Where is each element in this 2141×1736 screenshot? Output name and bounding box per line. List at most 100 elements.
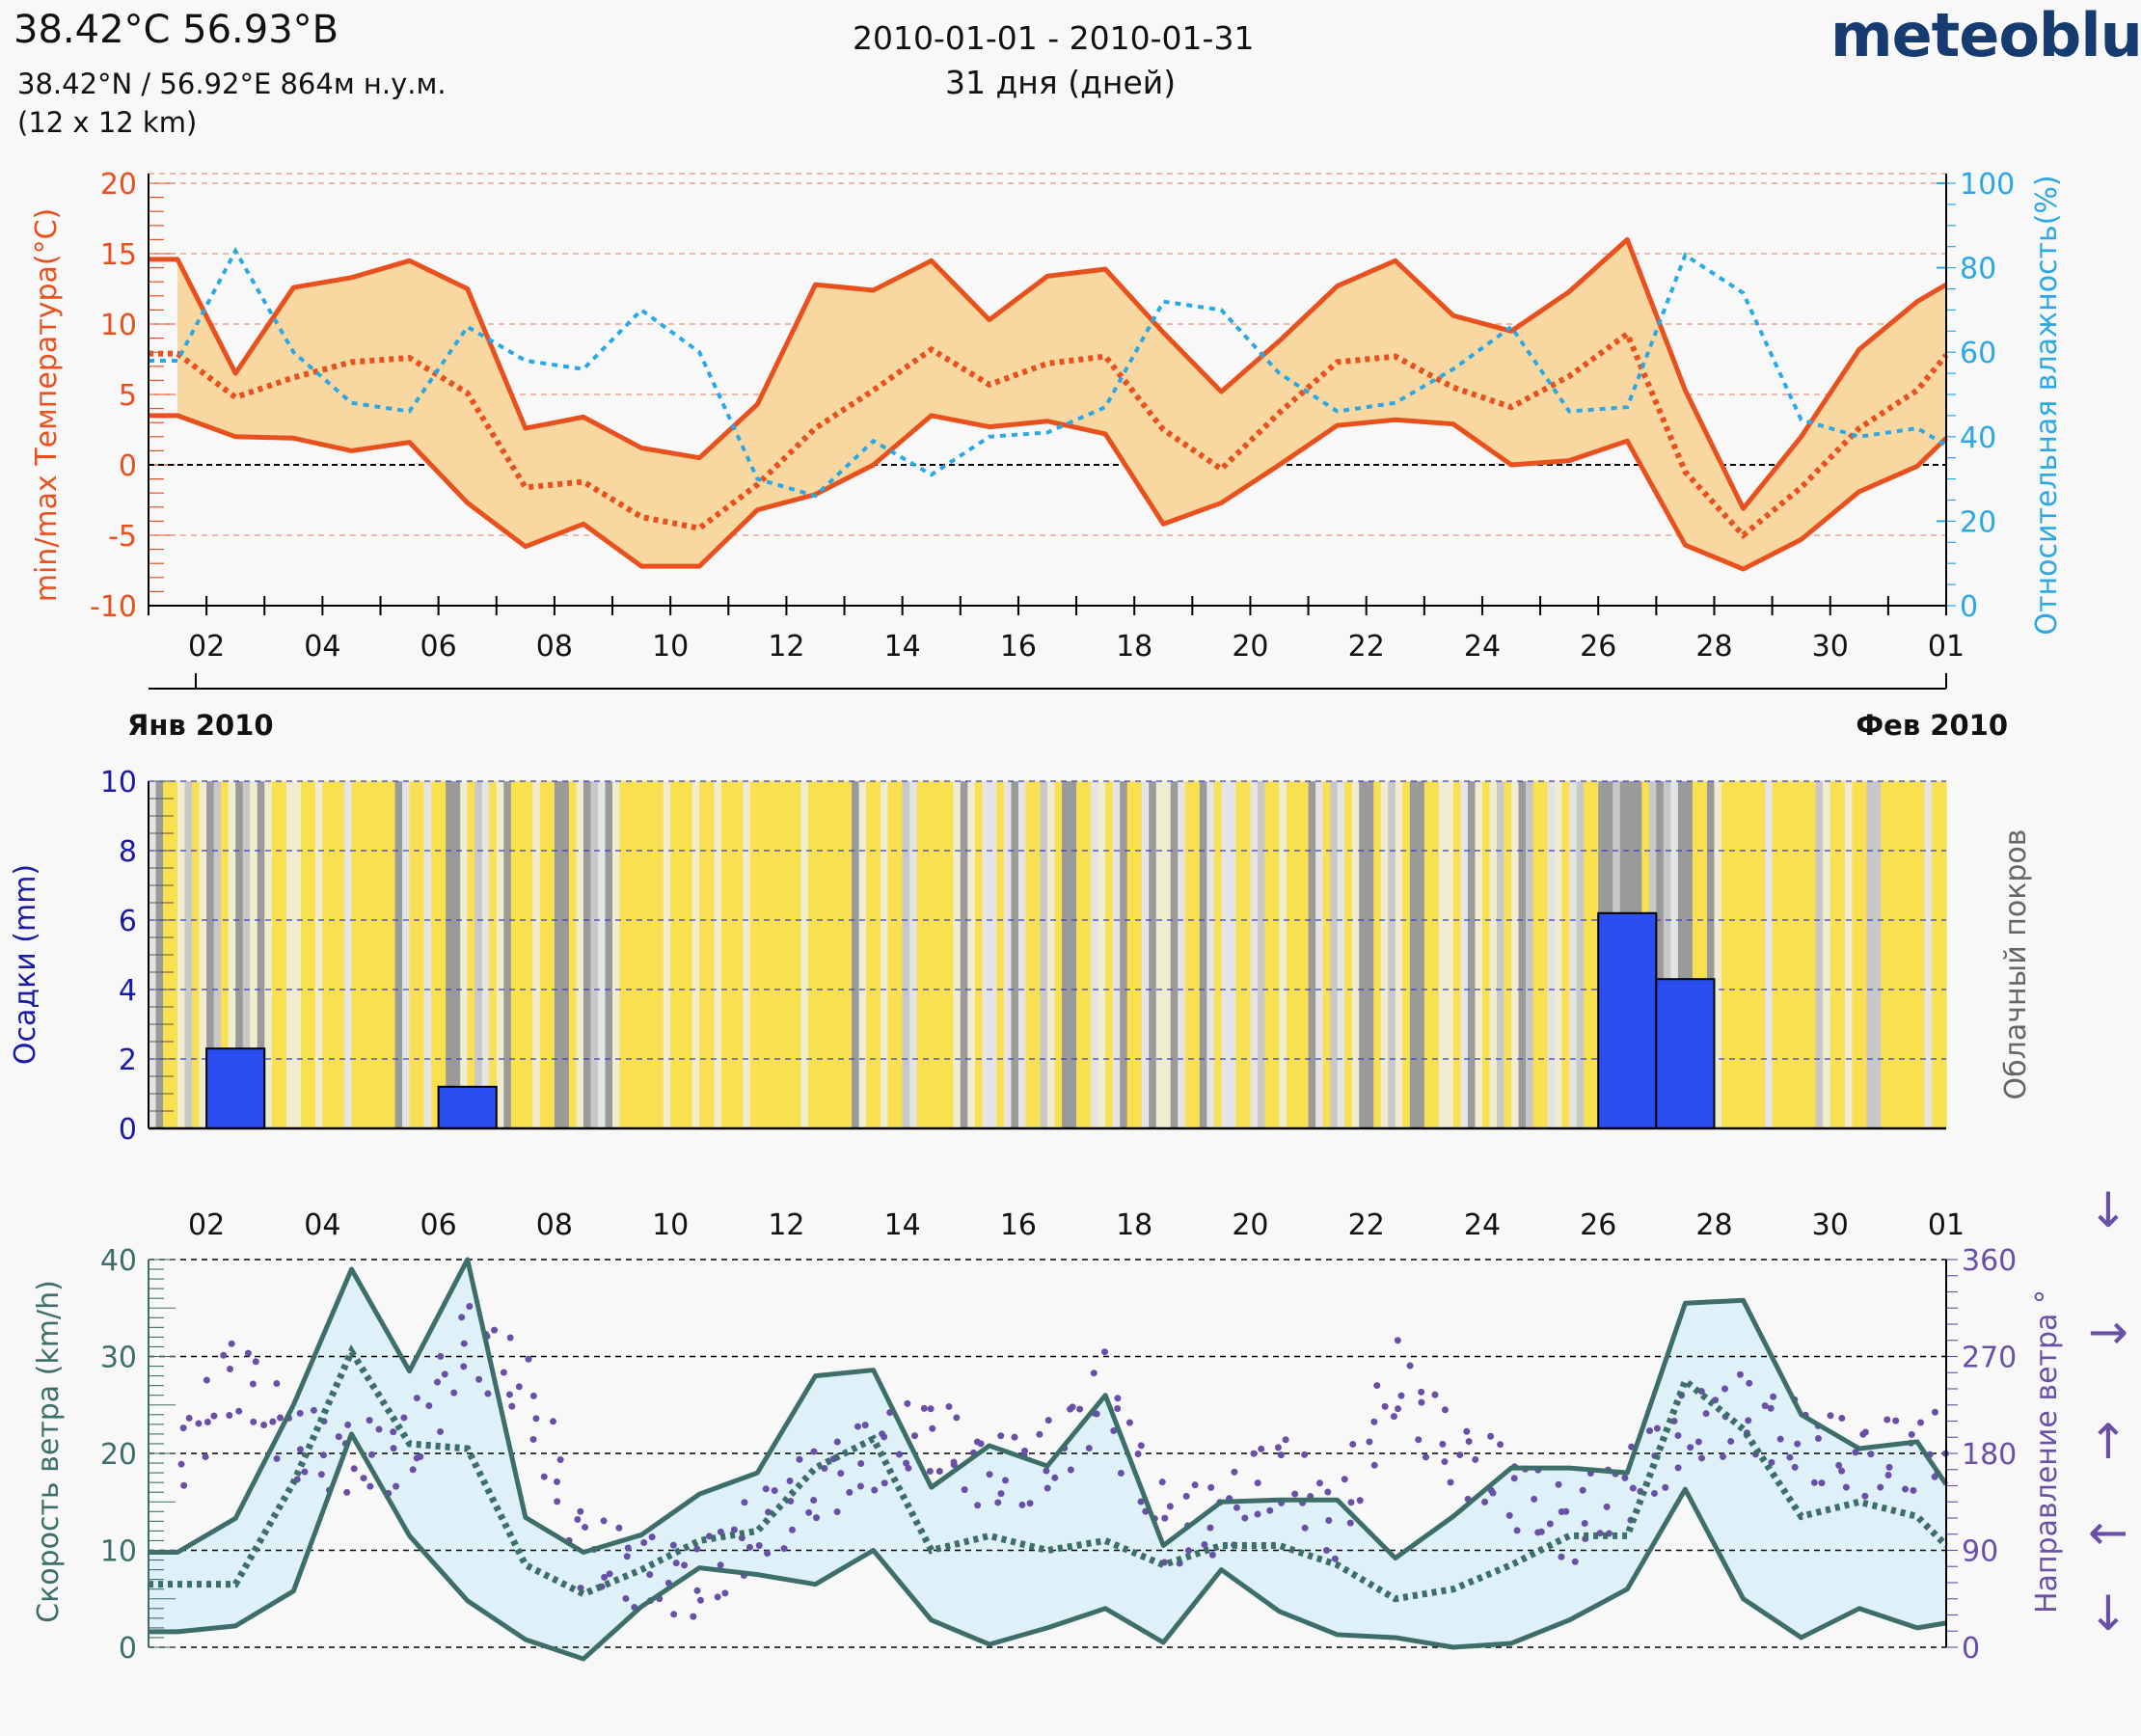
cloud-cover-stripe bbox=[1555, 781, 1563, 1128]
cloud-cover-stripe bbox=[329, 781, 338, 1128]
wind-direction-dot bbox=[350, 1465, 358, 1473]
wind-direction-dot bbox=[693, 1545, 701, 1553]
wind-direction-dot bbox=[1117, 1469, 1125, 1477]
cloud-cover-stripe bbox=[786, 781, 795, 1128]
wind-direction-dot bbox=[1206, 1524, 1214, 1532]
cloud-cover-stripe bbox=[1670, 781, 1679, 1128]
wind-direction-dot bbox=[1917, 1419, 1925, 1426]
wind-direction-dot bbox=[1341, 1476, 1348, 1483]
cloud-cover-stripe bbox=[1706, 781, 1715, 1128]
wind-direction-dot bbox=[1653, 1424, 1661, 1432]
wind-direction-dot bbox=[1208, 1551, 1216, 1559]
wind-direction-dot bbox=[1827, 1412, 1834, 1420]
wind-direction-dot bbox=[622, 1594, 630, 1602]
wind-direction-dot bbox=[1489, 1489, 1497, 1497]
cloud-cover-stripe bbox=[1685, 781, 1694, 1128]
cloud-cover-stripe bbox=[1054, 781, 1063, 1128]
wind-direction-dot bbox=[1191, 1481, 1199, 1489]
wind-direction-dot bbox=[1101, 1348, 1109, 1356]
cloud-cover-stripe bbox=[757, 781, 766, 1128]
wind-direction-dot bbox=[741, 1499, 748, 1506]
wind-direction-dot bbox=[1702, 1410, 1710, 1418]
cloud-cover-stripe bbox=[518, 781, 527, 1128]
cloud-cover-stripe bbox=[1569, 781, 1578, 1128]
wind-x-tick-label: 28 bbox=[1695, 1208, 1732, 1242]
cloud-cover-stripe bbox=[793, 781, 801, 1128]
cloud-cover-stripe bbox=[1772, 781, 1780, 1128]
precip-axis-title: Осадки (mm) bbox=[9, 864, 42, 1065]
wind-x-tick-label: 04 bbox=[304, 1208, 340, 1242]
wind-direction-dot bbox=[1241, 1514, 1249, 1522]
cloud-cover-stripe bbox=[1873, 781, 1882, 1128]
cloud-cover-stripe bbox=[257, 781, 265, 1128]
date-range: 2010-01-01 - 2010-01-31 bbox=[853, 19, 1255, 57]
wind-speed-tick-label: 30 bbox=[100, 1342, 137, 1375]
wind-direction-dot bbox=[1902, 1485, 1910, 1493]
cloud-cover-stripe bbox=[1040, 781, 1048, 1128]
wind-direction-dot bbox=[434, 1378, 442, 1386]
x-tick-label: 01 bbox=[1928, 630, 1965, 664]
cloud-cover-stripe bbox=[634, 781, 642, 1128]
wind-direction-dot bbox=[1301, 1524, 1309, 1532]
wind-direction-dot bbox=[252, 1358, 259, 1366]
wind-direction-dot bbox=[1415, 1436, 1423, 1444]
wind-direction-dot bbox=[1182, 1492, 1190, 1500]
wind-direction-dot bbox=[317, 1471, 325, 1478]
temp-min-line bbox=[149, 413, 1948, 572]
wind-direction-dot bbox=[1258, 1445, 1265, 1452]
cloud-cover-stripe bbox=[1757, 781, 1766, 1128]
wind-direction-dot bbox=[409, 1466, 417, 1474]
cloud-cover-stripe bbox=[1677, 781, 1686, 1128]
wind-direction-dot bbox=[540, 1473, 548, 1480]
cloud-cover-stripe bbox=[670, 781, 679, 1128]
cloud-cover-stripe bbox=[590, 781, 599, 1128]
cloud-cover-stripe bbox=[1069, 781, 1077, 1128]
cloud-cover-stripe bbox=[1467, 781, 1476, 1128]
wind-dir-tick-label: 270 bbox=[1962, 1342, 2017, 1375]
wind-direction-dot bbox=[1441, 1458, 1449, 1466]
wind-direction-dot bbox=[721, 1589, 729, 1597]
wind-direction-dot bbox=[1579, 1486, 1586, 1494]
cloud-cover-stripe bbox=[1112, 781, 1121, 1128]
cloud-cover-stripe bbox=[612, 781, 621, 1128]
wind-direction-dot bbox=[1842, 1483, 1850, 1491]
wind-direction-dot bbox=[505, 1391, 513, 1398]
cloud-cover-stripe bbox=[343, 781, 352, 1128]
wind-direction-dot bbox=[1422, 1453, 1429, 1461]
cloud-cover-stripe bbox=[1155, 781, 1164, 1128]
cloud-cover-stripe bbox=[525, 781, 533, 1128]
cloud-cover-stripe bbox=[1728, 781, 1737, 1128]
cloud-cover-stripe bbox=[1032, 781, 1041, 1128]
wind-direction-dot bbox=[1674, 1464, 1682, 1472]
cloud-cover-stripe bbox=[402, 781, 411, 1128]
wind-direction-dot bbox=[1537, 1528, 1545, 1535]
wind-direction-dot bbox=[1397, 1392, 1405, 1399]
wind-direction-dot bbox=[1325, 1517, 1333, 1525]
wind-direction-dot bbox=[745, 1543, 753, 1551]
wind-direction-dot bbox=[977, 1440, 985, 1448]
wind-direction-dot bbox=[1555, 1480, 1562, 1488]
temp-range-band bbox=[177, 239, 1947, 570]
wind-direction-dot bbox=[1331, 1555, 1339, 1562]
cloud-cover-stripe bbox=[221, 781, 230, 1128]
wind-direction-dot bbox=[366, 1482, 374, 1490]
wind-direction-dot bbox=[717, 1561, 724, 1569]
wind-direction-dot bbox=[1439, 1440, 1447, 1448]
wind-direction-dot bbox=[177, 1460, 185, 1468]
wind-direction-dot bbox=[550, 1418, 557, 1425]
wind-direction-dot bbox=[926, 1468, 934, 1476]
meteoblue-logo[interactable]: meteoblue bbox=[1830, 0, 2141, 70]
cloud-cover-stripe bbox=[1293, 781, 1302, 1128]
wind-direction-dot bbox=[1051, 1474, 1059, 1481]
wind-direction-dot bbox=[249, 1380, 257, 1388]
cloud-cover-stripe bbox=[235, 781, 244, 1128]
wind-direction-dot bbox=[670, 1611, 678, 1618]
cloud-cover-stripe bbox=[279, 781, 287, 1128]
wind-x-tick-label: 02 bbox=[188, 1208, 225, 1242]
month-end-label: Фев 2010 bbox=[1856, 709, 2008, 742]
wind-direction-dot bbox=[1370, 1461, 1378, 1469]
humidity-tick-label: 40 bbox=[1960, 421, 1996, 455]
cloud-cover-stripe bbox=[1120, 781, 1128, 1128]
wind-direction-dot bbox=[861, 1422, 869, 1429]
wind-direction-dot bbox=[1908, 1430, 1915, 1438]
